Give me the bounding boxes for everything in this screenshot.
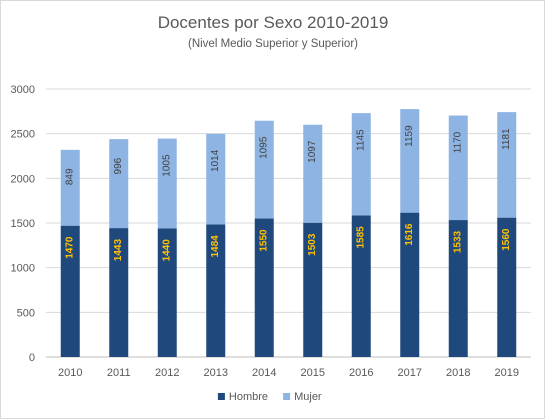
x-tick-label-2019: 2019	[495, 367, 519, 379]
x-tick-label-2015: 2015	[301, 367, 325, 379]
y-tick-label: 0	[29, 352, 35, 364]
bar-hombre-2010	[60, 225, 80, 357]
bar-mujer-2017	[400, 109, 420, 213]
data-label-hombre-2017: 1616	[404, 223, 415, 246]
data-label-mujer-2014: 1095	[259, 136, 270, 159]
data-label-mujer-2013: 1014	[210, 149, 221, 172]
bar-mujer-2011	[109, 139, 129, 229]
bar-hombre-2017	[400, 212, 420, 357]
bar-hombre-2016	[351, 215, 371, 357]
x-tick-label-2012: 2012	[155, 367, 179, 379]
bar-mujer-2010	[60, 149, 80, 226]
legend-label-mujer: Mujer	[294, 391, 322, 403]
y-tick-label: 1000	[11, 263, 35, 275]
y-tick-label: 3000	[11, 84, 35, 96]
bar-mujer-2014	[254, 120, 274, 219]
bar-mujer-2016	[351, 113, 371, 216]
data-label-hombre-2010: 1470	[65, 236, 76, 259]
y-tick-label: 500	[17, 307, 35, 319]
legend-swatch-mujer	[283, 393, 291, 400]
bar-hombre-2012	[157, 228, 177, 357]
bar-mujer-2015	[303, 124, 323, 223]
data-label-mujer-2016: 1145	[356, 129, 367, 151]
bar-hombre-2013	[206, 224, 226, 357]
bar-mujer-2018	[448, 115, 468, 221]
y-tick-label: 2500	[11, 129, 35, 141]
data-label-mujer-2019: 1181	[501, 128, 512, 150]
data-label-mujer-2015: 1097	[307, 140, 318, 163]
x-tick-label-2011: 2011	[107, 367, 131, 379]
data-label-hombre-2012: 1440	[162, 239, 173, 262]
chart-title: Docentes por Sexo 2010-2019	[158, 13, 389, 32]
bar-hombre-2019	[497, 217, 517, 357]
data-label-mujer-2012: 1005	[162, 154, 173, 177]
data-label-hombre-2018: 1533	[453, 230, 464, 253]
data-label-mujer-2010: 849	[65, 168, 76, 185]
x-tick-label-2014: 2014	[252, 367, 276, 379]
data-label-hombre-2016: 1585	[356, 226, 367, 249]
bar-mujer-2012	[157, 138, 177, 229]
bar-hombre-2015	[303, 222, 323, 357]
data-label-hombre-2013: 1484	[210, 235, 221, 258]
data-label-hombre-2011: 1443	[113, 239, 124, 262]
legend-swatch-hombre	[217, 393, 225, 400]
bars	[60, 109, 517, 357]
data-labels: 1470 849 1443 996 1440 1005 1484 1014 1550 1095 15…	[65, 125, 513, 262]
data-label-hombre-2015: 1503	[307, 233, 318, 256]
x-tick-label-2013: 2013	[204, 367, 228, 379]
legend-label-hombre: Hombre	[229, 391, 268, 403]
bar-mujer-2019	[497, 112, 517, 218]
data-label-hombre-2019: 1560	[501, 228, 512, 251]
chart-subtitle: (Nivel Medio Superior y Superior)	[188, 38, 358, 50]
x-axis-tick-labels: 2010 2011 2012 2013 2014 2015 2016 2017 2018 2019	[58, 367, 519, 379]
x-tick-label-2016: 2016	[349, 367, 373, 379]
data-label-mujer-2017: 1159	[404, 125, 415, 147]
y-tick-label: 1500	[11, 218, 35, 230]
x-tick-label-2017: 2017	[398, 367, 422, 379]
y-tick-label: 2000	[11, 173, 35, 185]
data-label-mujer-2018: 1170	[453, 131, 464, 153]
data-label-hombre-2014: 1550	[259, 229, 270, 252]
bar-hombre-2014	[254, 218, 274, 357]
bar-mujer-2013	[206, 133, 226, 225]
bar-hombre-2011	[109, 228, 129, 357]
data-label-mujer-2011: 996	[113, 157, 124, 174]
bar-hombre-2018	[448, 220, 468, 357]
x-tick-label-2018: 2018	[446, 367, 470, 379]
y-axis-tick-labels: 0 500 1000 1500 2000 2500 3000	[11, 84, 35, 364]
x-tick-label-2010: 2010	[58, 367, 82, 379]
legend: Hombre Mujer	[217, 391, 322, 403]
